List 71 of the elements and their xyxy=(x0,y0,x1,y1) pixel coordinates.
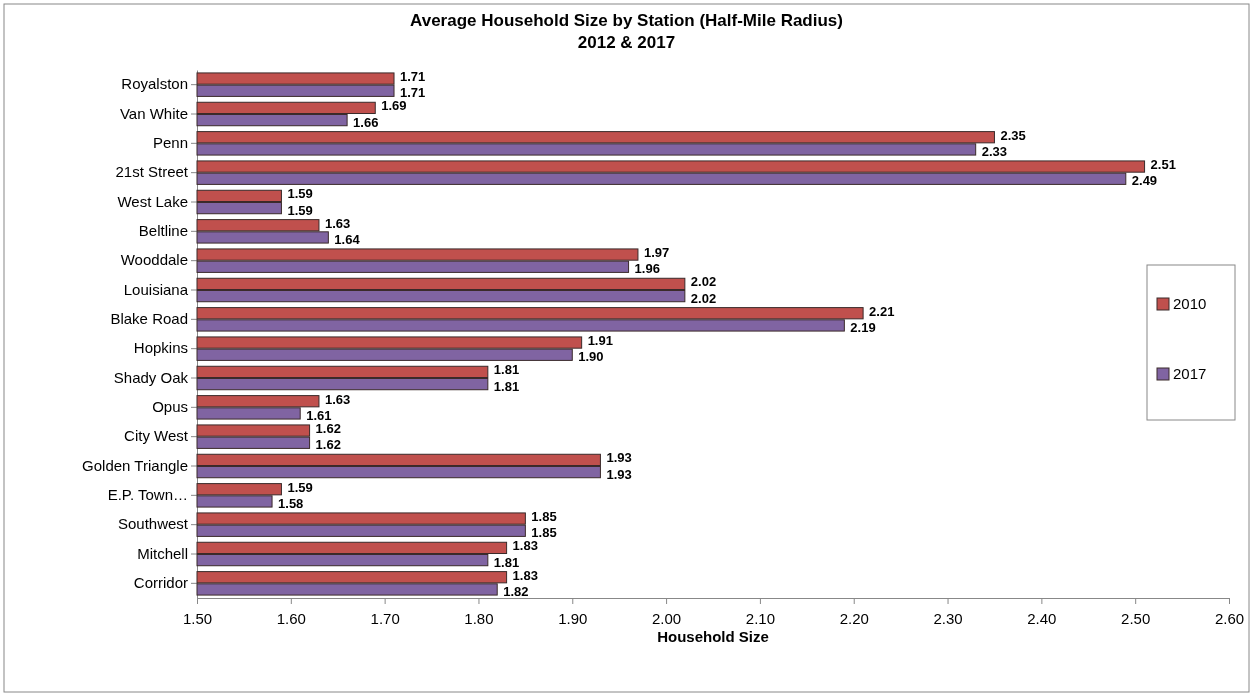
data-label: 1.93 xyxy=(606,450,632,466)
x-tick-label: 2.10 xyxy=(745,609,776,627)
data-label: 1.97 xyxy=(643,244,670,260)
data-label: 1.71 xyxy=(400,85,426,101)
data-label: 1.63 xyxy=(324,215,351,231)
x-tick-label: 1.50 xyxy=(182,609,213,627)
data-label: 1.69 xyxy=(381,98,407,114)
data-label: 1.81 xyxy=(493,362,520,378)
data-label: 1.90 xyxy=(578,349,604,365)
data-label: 1.59 xyxy=(287,202,313,218)
data-label: 1.96 xyxy=(634,261,660,277)
x-tick-label: 2.20 xyxy=(839,609,869,627)
data-label: 1.83 xyxy=(512,567,538,583)
legend-label: 2010 xyxy=(1173,294,1207,312)
data-label: 1.63 xyxy=(324,391,351,407)
data-label: 1.82 xyxy=(503,583,529,599)
data-label: 2.35 xyxy=(1000,127,1026,143)
x-tick-label: 2.50 xyxy=(1121,609,1151,627)
data-label: 1.64 xyxy=(334,231,361,247)
data-label: 1.81 xyxy=(493,378,520,394)
data-label: 1.59 xyxy=(287,479,313,495)
data-label: 1.62 xyxy=(315,437,341,453)
y-tick-label: Corridor xyxy=(133,574,188,592)
data-label: 1.71 xyxy=(400,68,426,84)
y-tick-label: Beltline xyxy=(138,222,188,240)
data-label: 1.58 xyxy=(278,495,304,511)
y-tick-label: Wooddale xyxy=(120,251,188,269)
y-tick-label: Van White xyxy=(119,104,188,122)
y-tick-label: West Lake xyxy=(117,192,188,210)
data-label: 1.91 xyxy=(587,332,613,348)
y-tick-label: Southwest xyxy=(117,515,189,533)
data-label: 2.51 xyxy=(1150,156,1176,172)
y-tick-label: Hopkins xyxy=(133,339,188,357)
data-label: 2.49 xyxy=(1131,173,1158,189)
y-tick-label: Blake Road xyxy=(110,310,188,328)
y-tick-label: Louisiana xyxy=(123,280,189,298)
y-tick-label: Royalston xyxy=(121,75,188,93)
legend-label: 2017 xyxy=(1173,364,1207,382)
data-label: 2.02 xyxy=(690,290,717,306)
chart-subtitle: 2012 & 2017 xyxy=(577,33,676,52)
chart-title: Average Household Size by Station (Half-Mile Radius) xyxy=(410,11,843,30)
x-tick-label: 2.60 xyxy=(1214,609,1245,627)
data-label: 1.85 xyxy=(531,508,557,524)
data-label: 1.85 xyxy=(531,525,557,541)
data-label: 1.62 xyxy=(315,420,341,436)
x-tick-label: 1.70 xyxy=(370,609,400,627)
data-label: 2.33 xyxy=(981,143,1007,159)
y-tick-label: 21st Street xyxy=(115,163,189,181)
y-tick-label: Mitchell xyxy=(137,544,188,562)
data-label: 1.81 xyxy=(493,554,520,570)
y-tick-label: Opus xyxy=(152,398,188,416)
data-label: 1.59 xyxy=(287,186,313,202)
data-label: 1.66 xyxy=(353,114,379,130)
x-tick-label: 1.60 xyxy=(276,609,306,627)
x-tick-label: 2.00 xyxy=(651,609,682,627)
data-label: 1.93 xyxy=(606,466,632,482)
y-tick-label: City West xyxy=(124,427,189,445)
x-tick-label: 1.90 xyxy=(558,609,588,627)
data-label: 1.61 xyxy=(306,407,332,423)
y-tick-label: Penn xyxy=(152,134,188,152)
x-tick-label: 1.80 xyxy=(464,609,494,627)
x-tick-label: 2.40 xyxy=(1027,609,1057,627)
data-label: 2.02 xyxy=(690,274,717,290)
data-label: 2.21 xyxy=(869,303,895,319)
y-tick-label: E.P. Town… xyxy=(107,486,188,504)
x-tick-label: 2.30 xyxy=(933,609,963,627)
y-tick-label: Golden Triangle xyxy=(82,456,188,474)
y-tick-label: Shady Oak xyxy=(113,368,189,386)
data-label: 2.19 xyxy=(850,319,876,335)
x-axis-title: Household Size xyxy=(657,628,769,645)
data-label: 1.83 xyxy=(512,538,538,554)
